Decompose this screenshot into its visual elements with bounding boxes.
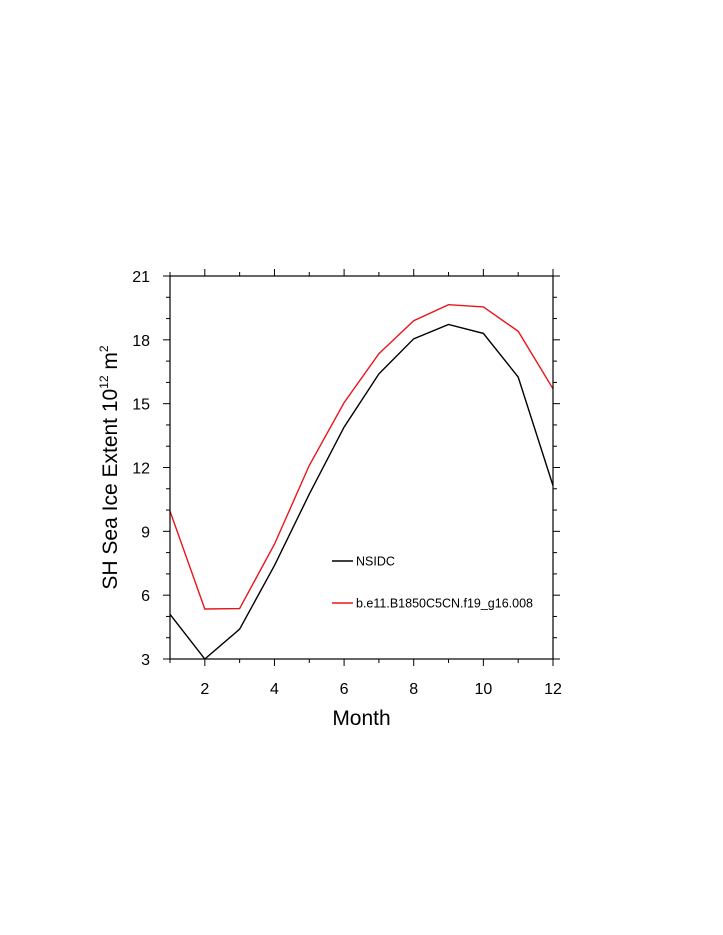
legend-label: b.e11.B1850C5CN.f19_g16.008	[356, 597, 533, 611]
y-tick-label: 21	[132, 269, 150, 286]
x-tick-label: 8	[409, 681, 418, 698]
series-line-2	[169, 303, 554, 610]
series-lines	[169, 303, 554, 661]
y-tick-label: 15	[132, 397, 150, 414]
y-axis-label-text: SH Sea Ice Extent 10	[99, 389, 122, 590]
y-axis-label-exponent: 12	[97, 375, 111, 389]
y-axis-label-unit-exponent: 2	[97, 345, 111, 352]
y-tick-label: 12	[132, 461, 150, 478]
plot-frame	[169, 275, 554, 660]
y-axis-label-unit: m	[99, 352, 122, 375]
y-tick-label: 9	[141, 524, 150, 541]
x-tick-label: 10	[474, 681, 492, 698]
series-line-1	[169, 323, 554, 661]
x-tick-label: 4	[270, 681, 279, 698]
x-tick-label: 6	[340, 681, 349, 698]
x-tick-label: 2	[200, 681, 209, 698]
y-tick-label: 6	[141, 588, 150, 605]
x-tick-label: 12	[544, 681, 562, 698]
y-tick-label: 18	[132, 333, 150, 350]
axis-ticks	[163, 269, 560, 666]
y-axis-label: SH Sea Ice Extent 1012 m2	[97, 345, 122, 589]
tick-labels: 2 4 6 8 10 12 3 6 9 12 15 18 21	[132, 269, 562, 698]
y-tick-label: 3	[141, 652, 150, 669]
legend: NSIDC b.e11.B1850C5CN.f19_g16.008	[332, 555, 533, 611]
x-axis-label: Month	[332, 707, 390, 730]
legend-label: NSIDC	[356, 555, 395, 569]
